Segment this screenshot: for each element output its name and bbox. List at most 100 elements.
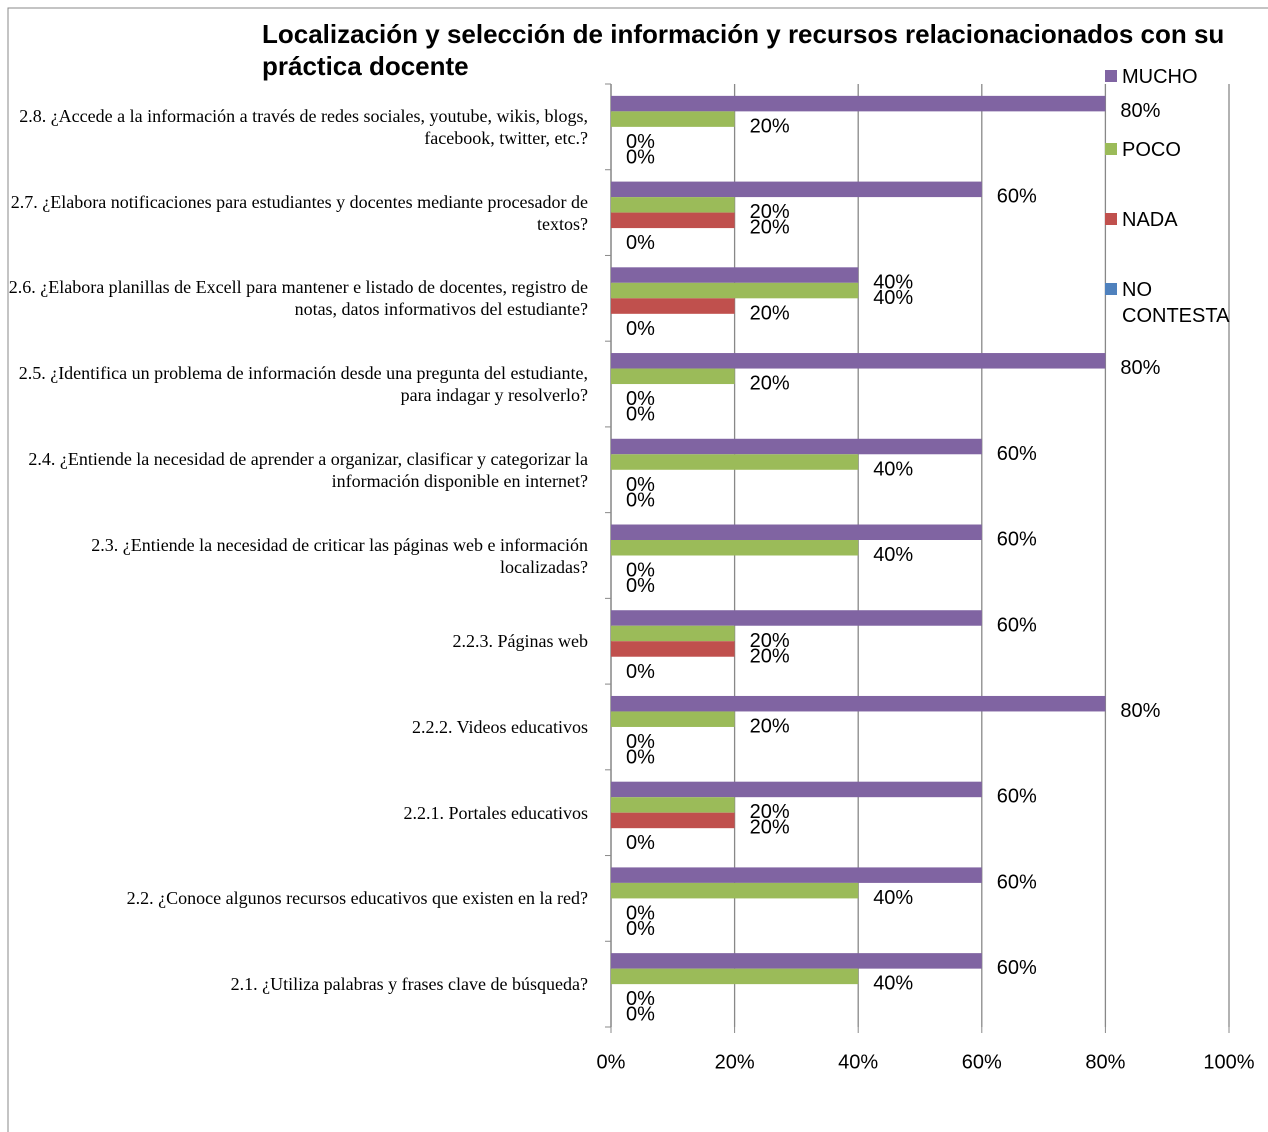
bar xyxy=(611,695,1106,712)
value-label: 0% xyxy=(626,746,655,768)
value-label: 0% xyxy=(626,474,655,496)
bar xyxy=(611,454,859,470)
value-label: 0% xyxy=(626,575,655,597)
bar xyxy=(611,368,735,385)
legend-item: MUCHO xyxy=(1105,64,1265,90)
bar xyxy=(611,625,735,642)
bar xyxy=(611,267,859,283)
bar xyxy=(611,298,735,314)
y-tick-label: 2.4. ¿Entiende la necesidad de aprender … xyxy=(28,448,588,491)
value-label: 0% xyxy=(626,131,655,153)
x-tick-label: 40% xyxy=(838,1051,878,1073)
y-tick-label: 2.3. ¿Entiende la necesidad de criticar … xyxy=(91,534,588,577)
y-tick-label: 2.2. ¿Conoce algunos recursos educativos… xyxy=(126,888,588,909)
value-label: 0% xyxy=(626,232,655,254)
bar xyxy=(611,641,735,657)
y-tick-label: 2.2.2. Videos educativos xyxy=(411,716,588,737)
bar xyxy=(611,353,1106,369)
bar xyxy=(611,282,859,299)
value-label: 60% xyxy=(997,614,1037,636)
value-label: 0% xyxy=(626,1004,655,1026)
legend-item: NADA xyxy=(1105,207,1265,233)
bar xyxy=(611,610,982,626)
value-label: 0% xyxy=(626,146,655,168)
legend-swatch xyxy=(1105,213,1117,225)
value-label: 40% xyxy=(873,287,913,309)
legend-label: MUCHO xyxy=(1122,66,1198,88)
bar xyxy=(611,197,735,213)
value-label: 40% xyxy=(873,458,913,480)
value-label: 0% xyxy=(626,388,655,410)
value-label: 0% xyxy=(626,661,655,683)
chart-title: Localización y selección de información … xyxy=(262,19,1225,81)
value-label: 20% xyxy=(750,715,790,737)
bar xyxy=(611,953,982,969)
value-label: 80% xyxy=(1120,700,1160,722)
value-label: 60% xyxy=(997,529,1037,551)
y-tick-label: 2.8. ¿Accede a la información a través d… xyxy=(19,105,588,148)
value-label: 40% xyxy=(873,544,913,566)
value-label: 40% xyxy=(873,973,913,995)
bar xyxy=(611,781,982,798)
value-label: 0% xyxy=(626,560,655,582)
y-tick-label: 2.6. ¿Elabora planillas de Excell para m… xyxy=(8,277,588,320)
value-label: 40% xyxy=(873,887,913,909)
value-label: 20% xyxy=(750,217,790,239)
bar xyxy=(611,438,982,455)
x-tick-label: 80% xyxy=(1085,1051,1125,1073)
value-label: 20% xyxy=(750,645,790,667)
value-label: 20% xyxy=(750,373,790,395)
bar xyxy=(611,867,982,883)
value-label: 0% xyxy=(626,832,655,854)
bar xyxy=(611,181,982,198)
bar xyxy=(611,540,859,556)
y-tick-label: 2.7. ¿Elabora notificaciones para estudi… xyxy=(10,191,588,234)
legend-swatch xyxy=(1105,143,1117,155)
frame xyxy=(7,7,1268,1132)
bar xyxy=(611,882,859,899)
value-label: 40% xyxy=(873,271,913,293)
x-tick-label: 100% xyxy=(1203,1051,1254,1073)
bar xyxy=(611,711,735,727)
value-label: 20% xyxy=(750,817,790,839)
y-tick-label: 2.2.1. Portales educativos xyxy=(403,802,588,823)
x-tick-label: 20% xyxy=(715,1051,755,1073)
value-label: 0% xyxy=(626,489,655,511)
legend-swatch xyxy=(1105,70,1117,82)
legend-item: POCO xyxy=(1105,137,1265,163)
bar xyxy=(611,968,859,985)
y-tick-label: 2.5. ¿Identifica un problema de informac… xyxy=(18,363,588,406)
value-label: 60% xyxy=(997,871,1037,893)
value-label: 0% xyxy=(626,404,655,426)
legend-label: NADA xyxy=(1122,209,1178,231)
value-label: 60% xyxy=(997,443,1037,465)
bar xyxy=(611,797,735,813)
value-label: 0% xyxy=(626,988,655,1010)
value-label: 20% xyxy=(750,201,790,223)
value-label: 20% xyxy=(750,630,790,652)
value-label: 0% xyxy=(626,318,655,340)
value-label: 80% xyxy=(1120,100,1160,122)
legend-label: NO CONTESTA xyxy=(1122,279,1230,327)
legend-swatch xyxy=(1105,283,1117,295)
value-label: 80% xyxy=(1120,357,1160,379)
value-label: 0% xyxy=(626,731,655,753)
bar xyxy=(611,111,735,127)
bar xyxy=(611,95,1106,112)
bar xyxy=(611,524,982,540)
y-tick-label: 2.1. ¿Utiliza palabras y frases clave de… xyxy=(230,974,588,995)
legend-label: POCO xyxy=(1122,139,1181,161)
value-label: 60% xyxy=(997,957,1037,979)
value-label: 0% xyxy=(626,902,655,924)
value-label: 0% xyxy=(626,918,655,940)
value-label: 20% xyxy=(750,302,790,324)
x-tick-label: 60% xyxy=(962,1051,1002,1073)
bar xyxy=(611,212,735,229)
y-tick-label: 2.2.3. Páginas web xyxy=(452,631,588,652)
value-label: 60% xyxy=(997,786,1037,808)
value-label: 20% xyxy=(750,115,790,137)
value-label: 60% xyxy=(997,186,1037,208)
legend-item: NO CONTESTA xyxy=(1105,277,1265,329)
